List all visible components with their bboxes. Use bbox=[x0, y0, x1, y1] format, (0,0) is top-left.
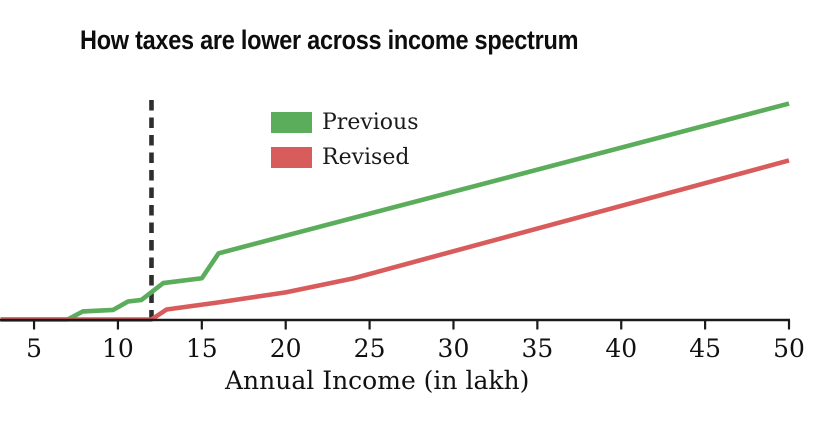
x-tick-label: 40 bbox=[605, 334, 637, 363]
x-tick-label: 25 bbox=[354, 334, 386, 363]
x-tick-label: 5 bbox=[26, 334, 42, 363]
x-tick-label: 50 bbox=[773, 334, 805, 363]
revised-line bbox=[0, 158, 790, 322]
legend-item-previous: Previous bbox=[271, 110, 419, 135]
legend-label-previous: Previous bbox=[322, 110, 419, 135]
revised-series-swatch bbox=[271, 147, 312, 168]
x-tick-label: 45 bbox=[689, 334, 721, 363]
chart-title: How taxes are lower across income spectr… bbox=[80, 25, 579, 55]
x-tick-label: 30 bbox=[438, 334, 470, 363]
legend-label-revised: Revised bbox=[322, 145, 410, 170]
previous-line bbox=[0, 101, 790, 322]
legend: Previous Revised bbox=[271, 112, 419, 182]
x-tick-label: 35 bbox=[521, 334, 553, 363]
x-tick-label: 10 bbox=[102, 334, 134, 363]
x-axis-label: Annual Income (in lakh) bbox=[225, 366, 530, 395]
previous-series-swatch bbox=[271, 112, 312, 133]
x-tick-label: 20 bbox=[270, 334, 302, 363]
legend-item-revised: Revised bbox=[271, 145, 419, 170]
x-tick-label: 15 bbox=[186, 334, 218, 363]
